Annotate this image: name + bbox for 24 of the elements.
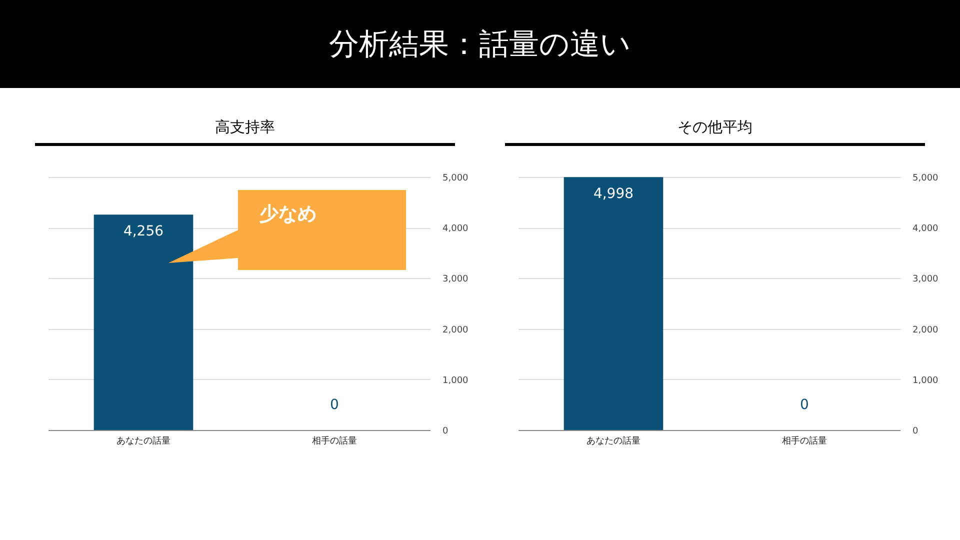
- data-label: 0: [800, 397, 809, 413]
- y-tick-label: 0: [912, 426, 918, 436]
- x-tick-label: あなたの話量: [116, 436, 170, 446]
- data-label: 4,256: [123, 224, 164, 240]
- text: 分析結果：話量の違い: [0, 0, 960, 88]
- x-tick-label: あなたの話量: [586, 436, 640, 446]
- y-tick-label: 0: [442, 426, 448, 436]
- y-tick-label: 1,000: [912, 376, 939, 386]
- x-tick-label: 相手の話量: [782, 436, 827, 446]
- y-tick-label: 4,000: [912, 224, 939, 234]
- data-label: 4,998: [593, 186, 634, 202]
- chart-title: 高支持率: [35, 112, 455, 146]
- chart-title: その他平均: [505, 112, 925, 146]
- y-tick-label: 2,000: [912, 325, 939, 336]
- y-tick-label: 2,000: [442, 325, 469, 336]
- y-tick-label: 3,000: [912, 274, 939, 285]
- annotation: 少なめ: [260, 203, 316, 225]
- x-tick-label: 相手の話量: [312, 436, 357, 446]
- y-tick-label: 5,000: [442, 174, 469, 184]
- y-tick-label: 5,000: [912, 174, 939, 184]
- data-label: 0: [330, 397, 339, 413]
- y-tick-label: 3,000: [442, 274, 469, 285]
- y-tick-label: 4,000: [442, 224, 469, 234]
- y-tick-label: 1,000: [442, 376, 469, 386]
